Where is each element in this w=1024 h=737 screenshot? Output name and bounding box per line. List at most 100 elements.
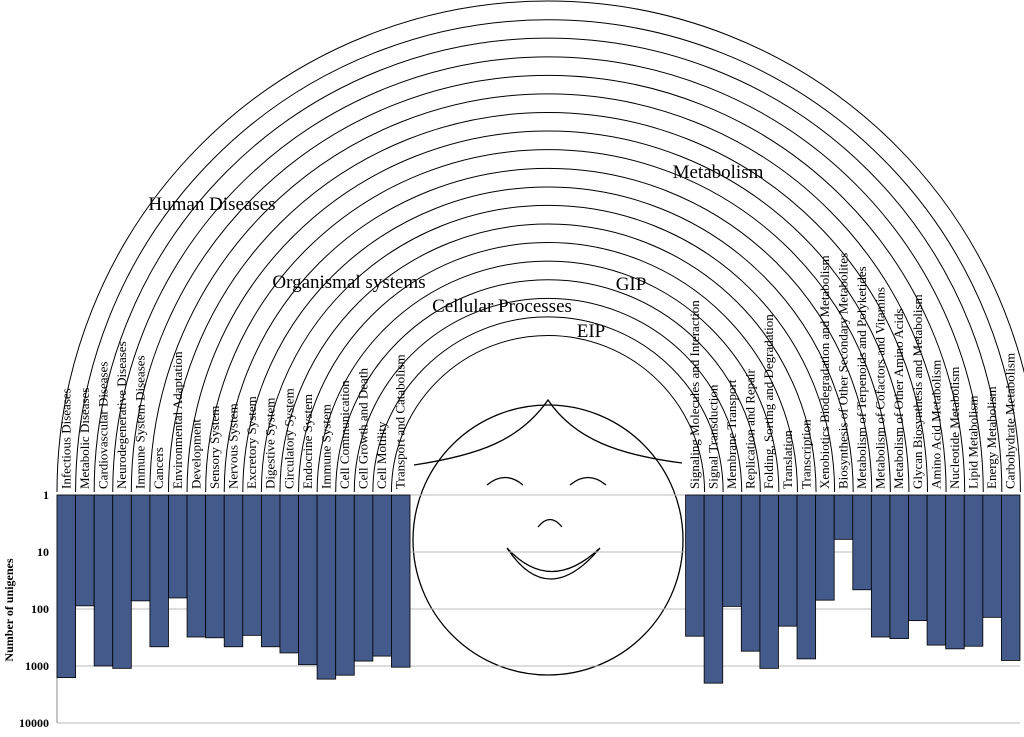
arc: [279, 223, 817, 493]
y-tick-label: 10: [37, 545, 49, 559]
category-label: Translation: [780, 430, 795, 489]
bar: [945, 494, 965, 650]
category-label: Infectious Diseases: [58, 388, 73, 489]
category-label: Metabolism of Cofactors and Vitamins: [873, 287, 888, 489]
bar: [186, 494, 207, 638]
bar: [279, 494, 299, 654]
bar: [833, 494, 854, 540]
arc: [372, 316, 724, 493]
group-label: Organismal systems: [272, 272, 425, 293]
category-label: Circulatory System: [281, 388, 296, 489]
bar: [963, 494, 984, 647]
arc: [316, 260, 780, 493]
face: [412, 398, 684, 676]
bar: [75, 494, 95, 607]
bar: [722, 494, 742, 607]
bar: [93, 494, 114, 667]
bar: [852, 494, 872, 591]
arc: [335, 279, 761, 493]
arc: [75, 19, 1021, 493]
arc: [130, 74, 966, 493]
arc: [56, 0, 1024, 493]
arc: [242, 186, 854, 493]
y-tick-label: 1000: [25, 659, 49, 673]
y-tick-label: 100: [31, 602, 49, 616]
category-label: Cardiovascular Diseases: [95, 362, 110, 489]
bar: [889, 494, 909, 639]
arc: [260, 204, 836, 493]
arc: [223, 167, 873, 493]
group-label: EIP: [577, 321, 606, 342]
bar: [391, 494, 411, 668]
category-label: Digestive System: [263, 398, 278, 489]
y-axis-label: Number of unigenes: [2, 558, 16, 661]
category-label: Carbohydrate Metabolism: [1003, 353, 1018, 489]
y-tick-label: 10000: [19, 716, 49, 730]
category-label: Excretory System: [244, 396, 259, 489]
category-label: Signaling Molecules and Interaction: [687, 300, 702, 489]
bar: [223, 494, 244, 648]
bar: [685, 494, 705, 637]
bar: [242, 494, 262, 636]
category-label: Immune System Diseases: [133, 355, 148, 489]
category-label: Cancers: [151, 447, 166, 489]
arc: [205, 149, 891, 493]
bar: [316, 494, 337, 680]
y-tick-label: 1: [43, 488, 49, 502]
category-label: Nervous System: [226, 403, 241, 489]
category-label: Metabolism of Other Amino Acids: [891, 308, 906, 489]
bar: [353, 494, 374, 662]
group-label: GIP: [616, 274, 647, 295]
category-label: Folding, Sorting and Degradation: [761, 314, 776, 489]
category-label: Endocrine System: [300, 394, 315, 489]
bar: [168, 494, 188, 599]
arc: [298, 242, 798, 493]
arc: [112, 56, 984, 493]
bar: [796, 494, 817, 660]
category-label: Lipid Metabolism: [966, 395, 981, 489]
category-label: Environmental Adaptation: [170, 351, 185, 489]
category-label: Cell Communication: [337, 380, 352, 489]
arc: [186, 130, 910, 493]
group-label: Human Diseases: [148, 194, 275, 215]
category-label: Xenobiotics Biodegradation and Metabolis…: [817, 255, 832, 489]
category-label: Development: [188, 419, 203, 489]
bar: [908, 494, 928, 622]
category-label: Sensory System: [207, 406, 222, 489]
group-label: Metabolism: [673, 162, 764, 183]
arc: [149, 93, 947, 493]
category-label: Replication and Repair: [743, 368, 758, 489]
bar: [815, 494, 835, 601]
bar: [130, 494, 151, 602]
bar: [778, 494, 798, 627]
category-label: Cell Motility: [374, 421, 389, 489]
bar: [56, 494, 76, 679]
category-label: Cell Growth and Death: [356, 368, 371, 489]
bar: [982, 494, 1002, 618]
group-label: Cellular Processes: [432, 296, 572, 317]
bar: [260, 494, 281, 648]
bar: [703, 494, 724, 684]
category-label: Glycan Biosynthesis and Metabolism: [910, 294, 925, 489]
bar: [759, 494, 779, 669]
bar: [372, 494, 392, 657]
category-label: Membrane Transport: [724, 379, 739, 489]
category-label: Amino Acid Metabolism: [928, 360, 943, 489]
bar: [149, 494, 169, 648]
category-label: Nucleotide Metabolism: [947, 367, 962, 489]
bar: [298, 494, 318, 666]
category-label: Energy Metabolism: [984, 386, 999, 489]
bar: [1001, 494, 1021, 661]
bar: [740, 494, 761, 652]
arc: [167, 111, 929, 493]
bar: [335, 494, 355, 676]
arc: [390, 334, 706, 493]
bar: [205, 494, 225, 639]
bar: [926, 494, 947, 646]
category-label: Metabolism of Terpenoids and Polyketides: [854, 266, 869, 489]
arc: [93, 37, 1003, 493]
arc: [353, 297, 743, 493]
category-label: Biosynthesis of Other Secondary Metaboli…: [835, 253, 850, 489]
category-label: Immune System: [318, 404, 333, 489]
